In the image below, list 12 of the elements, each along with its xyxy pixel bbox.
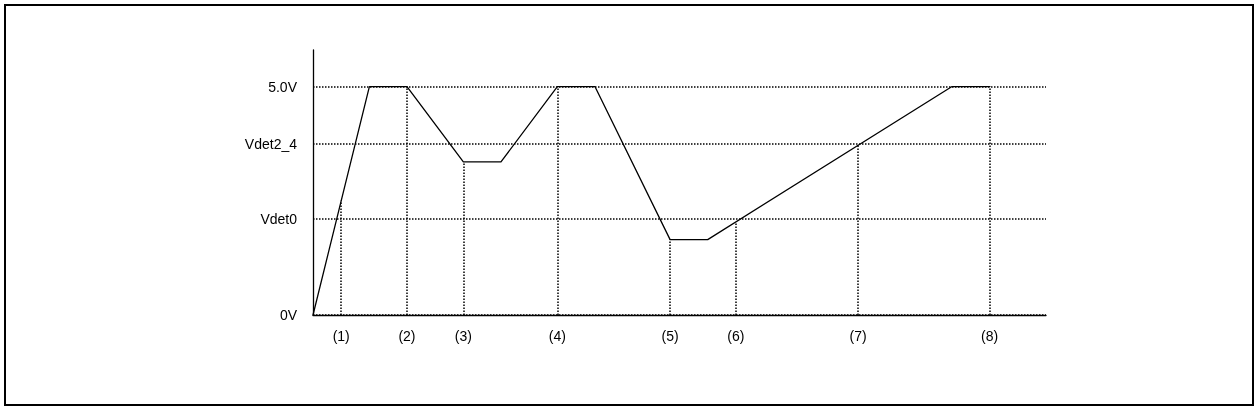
y-tick-label: Vdet0 [260,211,298,228]
x-tick-label: (1) [332,328,350,344]
x-tick-label: (2) [398,328,416,344]
y-tick-label: 0V [279,307,298,323]
y-tick-label: Vdet2_4 [244,135,298,152]
x-tick-label: (6) [727,328,745,344]
x-tick-label: (5) [661,328,679,344]
x-tick-label: (3) [454,328,472,344]
y-tick-label: 5.0V [268,78,298,95]
x-tick-label: (4) [548,328,566,344]
x-tick-label: (7) [849,328,867,344]
x-tick-label: (8) [981,328,999,344]
